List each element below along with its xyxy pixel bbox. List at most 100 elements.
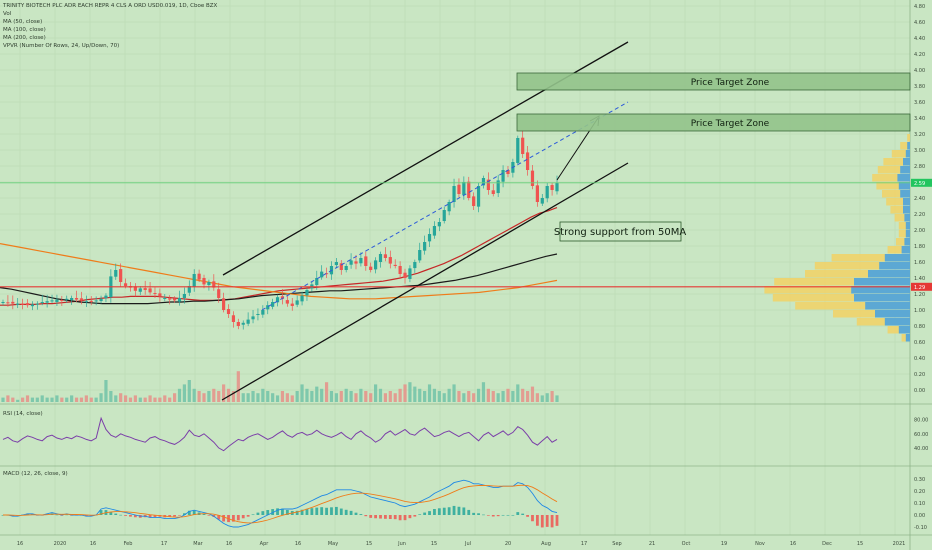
macd-histogram-bar xyxy=(388,515,392,520)
volume-bar xyxy=(378,388,383,402)
macd-histogram-bar xyxy=(408,515,412,519)
volume-bar xyxy=(501,391,505,402)
macd-histogram-bar xyxy=(531,515,534,522)
volume-bar xyxy=(202,393,206,402)
candle xyxy=(163,298,167,299)
volume-bar xyxy=(324,382,329,402)
support-annotation-box xyxy=(559,221,682,242)
candle xyxy=(99,298,103,302)
volume-bar xyxy=(334,393,338,402)
vpvr-row xyxy=(891,150,910,158)
price-tick: 3.40 xyxy=(914,116,925,122)
candle xyxy=(344,266,348,270)
ma50-line xyxy=(0,207,558,306)
volume-bar xyxy=(153,397,157,402)
macd-histogram-bar xyxy=(540,515,544,528)
time-tick: 16 xyxy=(790,541,796,547)
indicator-ma100[interactable]: MA (100, close) xyxy=(3,27,46,33)
time-tick: Aug xyxy=(541,541,551,547)
macd-histogram-bar xyxy=(501,514,505,516)
macd-histogram-bar xyxy=(192,510,196,515)
macd-label[interactable]: MACD (12, 26, close, 9) xyxy=(3,471,68,477)
candle xyxy=(226,309,231,314)
candle xyxy=(70,298,74,301)
macd-histogram-bar xyxy=(119,514,123,516)
volume-bar xyxy=(349,391,353,402)
volume-bar xyxy=(457,391,461,402)
macd-histogram-bar xyxy=(310,508,314,515)
time-tick: 16 xyxy=(90,541,96,547)
candle xyxy=(65,298,69,300)
vpvr-row xyxy=(877,166,910,174)
macd-histogram-bar xyxy=(374,515,378,519)
vpvr-row xyxy=(882,190,910,198)
volume-bar xyxy=(476,388,481,402)
macd-histogram-bar xyxy=(462,507,466,515)
time-tick: 2021 xyxy=(893,541,906,547)
vpvr-row xyxy=(900,166,910,174)
volume-bar xyxy=(84,395,88,402)
volume-bar xyxy=(212,388,216,402)
volume-bar xyxy=(217,391,221,402)
indicator-ma200[interactable]: MA (200, close) xyxy=(3,35,46,41)
candle xyxy=(320,271,324,278)
volume-bar xyxy=(329,391,334,402)
macd-histogram-bar xyxy=(153,515,157,518)
macd-tick: 0.30 xyxy=(914,477,925,483)
price-tick: 2.00 xyxy=(914,228,925,234)
vpvr-row xyxy=(865,302,910,310)
volume-bar xyxy=(418,388,422,402)
price-tick: 1.00 xyxy=(914,308,925,314)
rsi-tick: 60.00 xyxy=(914,432,928,438)
time-tick: 17 xyxy=(581,541,587,547)
volume-bar xyxy=(30,397,35,402)
candle xyxy=(21,303,25,305)
volume-bar xyxy=(21,397,25,402)
indicator-vol[interactable]: Vol xyxy=(3,11,12,17)
volume-bar xyxy=(251,391,255,402)
candle xyxy=(403,272,407,278)
target-zone-2-label: Price Target Zone xyxy=(691,119,770,129)
price-tick: 4.20 xyxy=(914,52,925,58)
vpvr-row xyxy=(884,254,910,262)
volume-bar xyxy=(516,384,520,402)
rsi-label[interactable]: RSI (14, close) xyxy=(3,411,43,417)
macd-histogram-bar xyxy=(393,515,397,520)
candle xyxy=(393,264,397,266)
time-tick: 21 xyxy=(649,541,655,547)
macd-histogram-bar xyxy=(236,515,240,521)
candle xyxy=(388,257,392,264)
rsi-line xyxy=(2,416,558,452)
price-tick: 0.00 xyxy=(914,388,925,394)
macd-histogram-bar xyxy=(423,512,427,515)
candle xyxy=(94,300,98,302)
candle xyxy=(535,185,539,202)
macd-histogram-bar xyxy=(266,510,270,515)
channel-midline xyxy=(261,101,629,311)
macd-histogram-bar xyxy=(207,515,211,516)
macd-histogram-bar xyxy=(398,515,402,521)
volume-bar xyxy=(99,393,103,402)
time-tick: Apr xyxy=(260,541,270,547)
candle xyxy=(506,170,510,174)
indicator-ma50[interactable]: MA (50, close) xyxy=(3,19,43,25)
vpvr-row xyxy=(884,318,910,326)
volume-bar xyxy=(310,391,314,402)
candle xyxy=(300,295,304,302)
vpvr-row xyxy=(851,286,910,294)
volume-bar xyxy=(339,391,343,402)
time-tick: 20 xyxy=(505,541,511,547)
macd-histogram-bar xyxy=(384,515,387,519)
candle xyxy=(256,314,260,315)
volume-bar xyxy=(447,388,451,402)
indicator-vpvr[interactable]: VPVR (Number Of Rows, 24, Up/Down, 70) xyxy=(3,43,120,49)
vpvr-row xyxy=(854,278,910,286)
macd-histogram-bar xyxy=(496,515,500,517)
candle xyxy=(148,288,152,293)
time-tick: 16 xyxy=(295,541,301,547)
vpvr-row xyxy=(875,310,910,318)
macd-histogram-bar xyxy=(506,514,510,516)
current-price-label: 2.59 xyxy=(914,181,925,187)
price-tick: 3.00 xyxy=(914,148,925,154)
